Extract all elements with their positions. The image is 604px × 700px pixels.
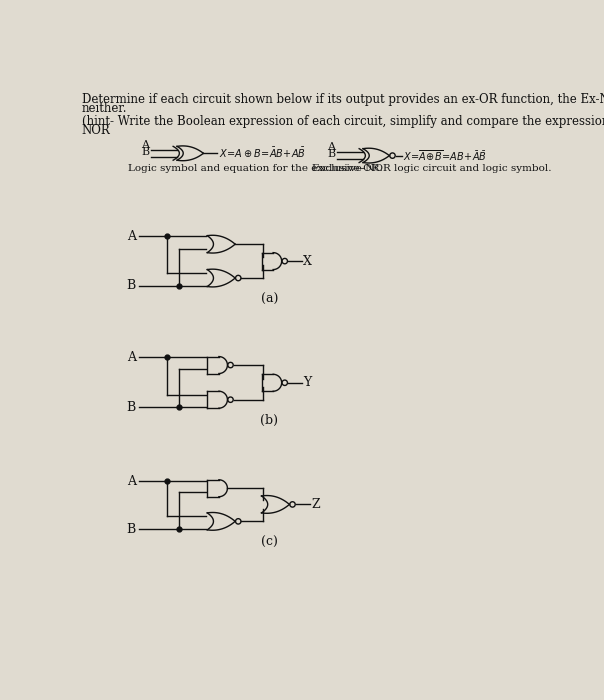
Text: A: A [127,475,136,488]
Text: (hint- Write the Boolean expression of each circuit, simplify and compare the ex: (hint- Write the Boolean expression of e… [82,115,604,128]
Text: A: A [327,142,335,152]
Text: Determine if each circuit shown below if its output provides an ex-OR function, : Determine if each circuit shown below if… [82,93,604,106]
Text: neither.: neither. [82,102,127,116]
Text: A: A [127,351,136,364]
Text: (a): (a) [260,293,278,306]
Text: Z: Z [311,498,320,511]
Text: B: B [327,149,335,159]
Text: Exclusive-NOR logic circuit and logic symbol.: Exclusive-NOR logic circuit and logic sy… [312,164,551,173]
Text: B: B [141,147,149,157]
Text: B: B [127,279,136,292]
Text: $X\!=\!A\oplus B\!=\!\bar{A}B\!+\!A\bar{B}$: $X\!=\!A\oplus B\!=\!\bar{A}B\!+\!A\bar{… [219,146,306,160]
Text: A: A [127,230,136,243]
Text: NOR: NOR [82,124,111,137]
Text: Logic symbol and equation for the exclusive-OR.: Logic symbol and equation for the exclus… [128,164,383,173]
Text: B: B [127,523,136,536]
Text: B: B [127,401,136,414]
Text: $X\!=\!\overline{A\!\oplus\! B}\!=\!AB\!+\!\bar{A}\bar{B}$: $X\!=\!\overline{A\!\oplus\! B}\!=\!AB\!… [403,148,487,163]
Text: (c): (c) [261,536,278,549]
Text: Y: Y [303,377,312,389]
Text: A: A [141,140,149,150]
Text: X: X [303,255,312,267]
Text: (b): (b) [260,414,278,427]
